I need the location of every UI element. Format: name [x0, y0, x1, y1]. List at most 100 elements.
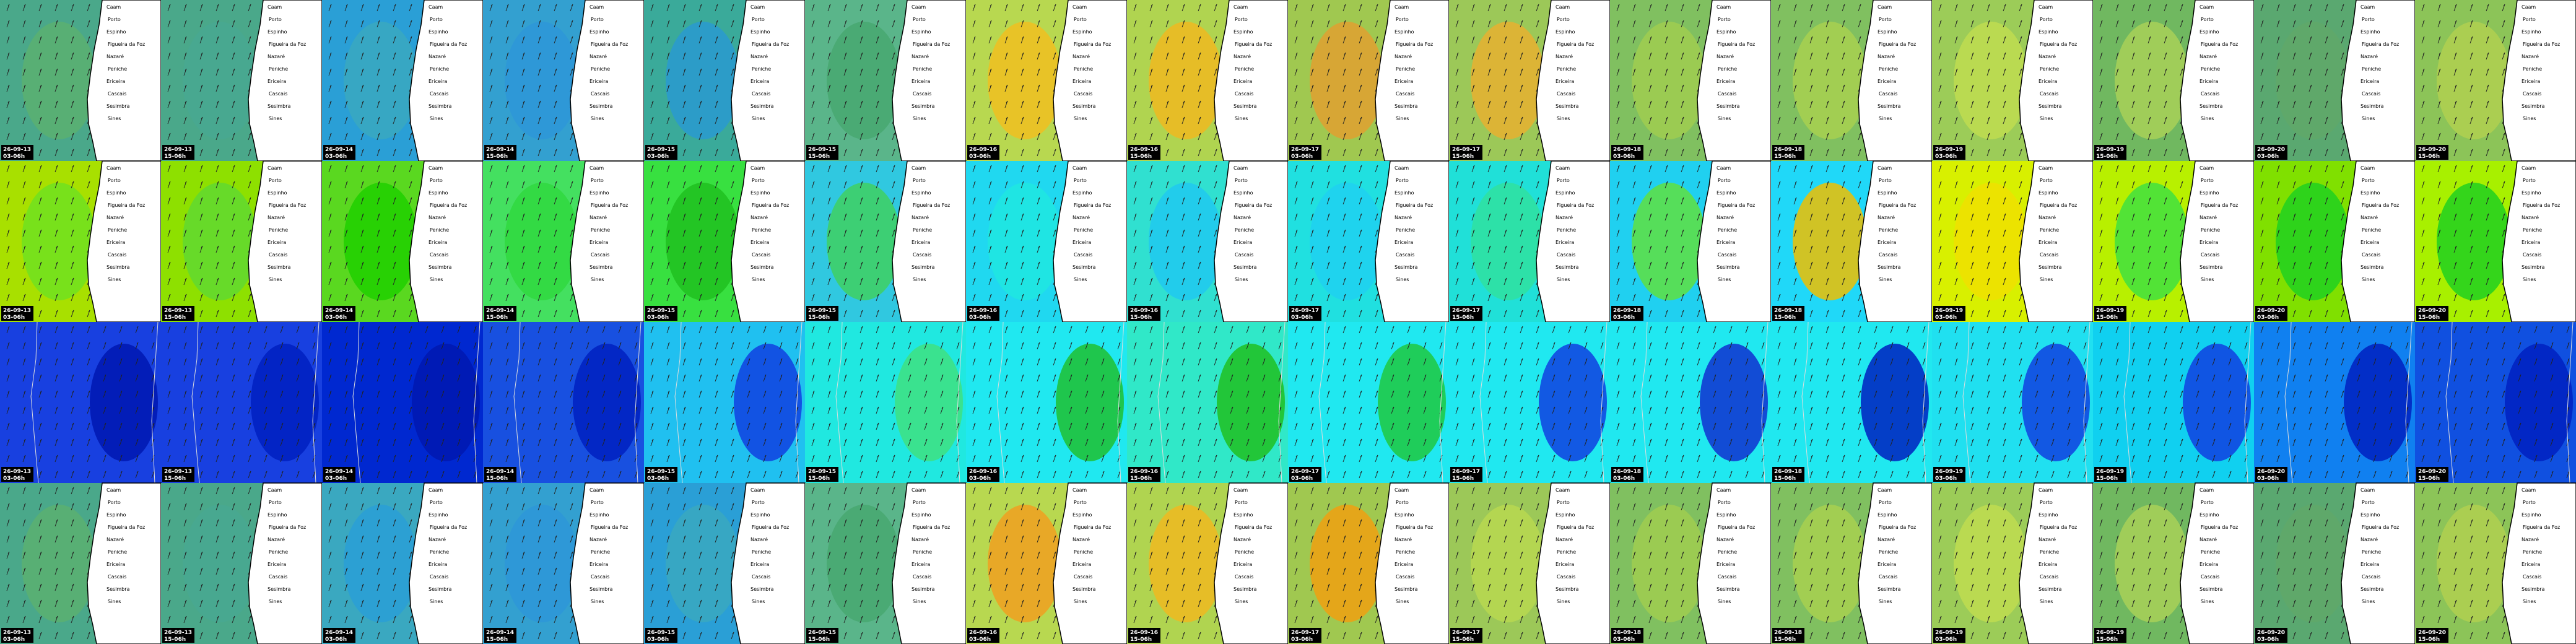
place-name: Sines — [108, 599, 121, 604]
place-name: Espinho — [912, 190, 931, 196]
place-name: Sesimbra — [429, 586, 452, 592]
place-name: Espinho — [1395, 29, 1414, 35]
place-name: Porto — [2362, 17, 2375, 22]
place-name: Sines — [1235, 116, 1248, 121]
wind-arrows — [644, 322, 805, 483]
place-name: Caam — [751, 4, 765, 10]
place-name: Ericeira — [1395, 240, 1413, 245]
place-name: Peniche — [108, 549, 127, 555]
place-name: Nazaré — [268, 214, 285, 220]
place-name: Sesimbra — [1878, 264, 1901, 270]
place-name: Ericeira — [1234, 562, 1252, 567]
map-tile: Caam Porto Espinho Figueira da Foz Nazaré Pen… — [1932, 482, 2094, 644]
place-name: Ericeira — [2522, 79, 2540, 84]
map-tile: Caam Porto Espinho Figueira da Foz Nazaré Pen… — [483, 0, 645, 162]
place-name: Espinho — [107, 512, 126, 518]
tile-time: 15-06h — [486, 476, 508, 482]
place-name: Figueira da Foz — [1879, 202, 1916, 208]
place-name: Sesimbra — [1234, 103, 1257, 109]
label-box — [162, 628, 194, 643]
place-name: Nazaré — [1395, 214, 1412, 220]
place-name: Cascais — [913, 252, 931, 258]
place-name: Figueira da Foz — [2040, 524, 2077, 530]
place-name: Peniche — [269, 66, 288, 72]
place-name: Cascais — [1879, 91, 1897, 97]
place-name: Sesimbra — [1073, 103, 1096, 109]
place-name: Espinho — [1556, 29, 1575, 35]
map-tile: Caam Porto Espinho Figueira da Foz Nazaré Pen… — [805, 0, 967, 162]
tile-date: 26-09-18 — [1774, 147, 1802, 153]
tile-date: 26-09-16 — [1130, 147, 1158, 153]
place-name: Sines — [1879, 116, 1892, 121]
place-name: Caam — [590, 487, 604, 493]
place-name: Sines — [2523, 277, 2536, 282]
place-name: Figueira da Foz — [108, 41, 145, 47]
place-name: Ericeira — [751, 79, 769, 84]
place-name: Espinho — [107, 29, 126, 35]
place-name: Nazaré — [1395, 536, 1412, 542]
tile-date: 26-09-15 — [808, 469, 836, 475]
place-name: Porto — [269, 17, 282, 22]
place-name: Caam — [2361, 487, 2375, 493]
coastline — [674, 321, 803, 484]
place-name: Nazaré — [912, 214, 929, 220]
wind-arrows — [1932, 322, 2093, 483]
label-box — [162, 145, 194, 160]
place-name: Peniche — [1074, 66, 1093, 72]
place-name: Cascais — [1074, 91, 1092, 97]
place-name: Sesimbra — [1878, 586, 1901, 592]
place-name: Ericeira — [1717, 562, 1735, 567]
place-name: Sesimbra — [1395, 586, 1418, 592]
label-box — [1, 145, 33, 160]
label-box — [967, 145, 999, 160]
label-box — [1450, 145, 1482, 160]
coastline — [835, 321, 964, 484]
place-name: Ericeira — [2200, 562, 2218, 567]
place-name: Cascais — [1396, 91, 1414, 97]
place-name: Espinho — [1234, 190, 1253, 196]
wind-arrows — [805, 322, 966, 483]
place-name: Ericeira — [429, 79, 447, 84]
place-name: Ericeira — [1073, 562, 1091, 567]
tile-time: 03-06h — [3, 637, 25, 643]
place-name: Espinho — [2200, 512, 2219, 518]
place-name: Figueira da Foz — [2523, 202, 2560, 208]
map-tile: Caam Porto Espinho Figueira da Foz Nazaré Pen… — [1610, 0, 1772, 162]
place-name: Sesimbra — [1717, 103, 1740, 109]
place-name: Porto — [1396, 500, 1409, 505]
place-name: Figueira da Foz — [1074, 41, 1111, 47]
place-name: Cascais — [2040, 574, 2058, 580]
place-name: Sines — [108, 116, 121, 121]
coastline — [30, 321, 159, 484]
place-name: Porto — [1074, 178, 1087, 183]
place-name: Porto — [2201, 500, 2214, 505]
label-box — [967, 306, 999, 321]
place-name: Espinho — [107, 190, 126, 196]
place-name: Espinho — [1395, 190, 1414, 196]
place-name: Figueira da Foz — [1557, 41, 1594, 47]
tile-time: 03-06h — [647, 476, 669, 482]
tile-date: 26-09-18 — [1774, 469, 1802, 475]
place-name: Figueira da Foz — [269, 41, 306, 47]
place-name: Sines — [269, 599, 282, 604]
label-box — [484, 306, 516, 321]
map-tile: Caam Porto Espinho Figueira da Foz Nazaré Pen… — [322, 160, 484, 323]
place-name: Cascais — [1235, 252, 1253, 258]
map-tile: Caam Porto Espinho Figueira da Foz Nazaré Pen… — [1449, 160, 1611, 323]
tile-time: 15-06h — [808, 637, 830, 643]
place-name: Espinho — [2200, 190, 2219, 196]
place-name: Peniche — [2040, 549, 2059, 555]
place-name: Porto — [591, 17, 604, 22]
label-box — [2255, 145, 2287, 160]
wind-arrows — [0, 322, 161, 483]
label-box — [2416, 306, 2448, 321]
place-name: Figueira da Foz — [108, 202, 145, 208]
wind-arrows — [2254, 322, 2415, 483]
place-name: Ericeira — [268, 562, 286, 567]
map-tile: Caam Porto Espinho Figueira da Foz Nazaré Pen… — [2093, 160, 2255, 323]
place-name: Sesimbra — [912, 103, 935, 109]
place-name: Ericeira — [1878, 79, 1896, 84]
